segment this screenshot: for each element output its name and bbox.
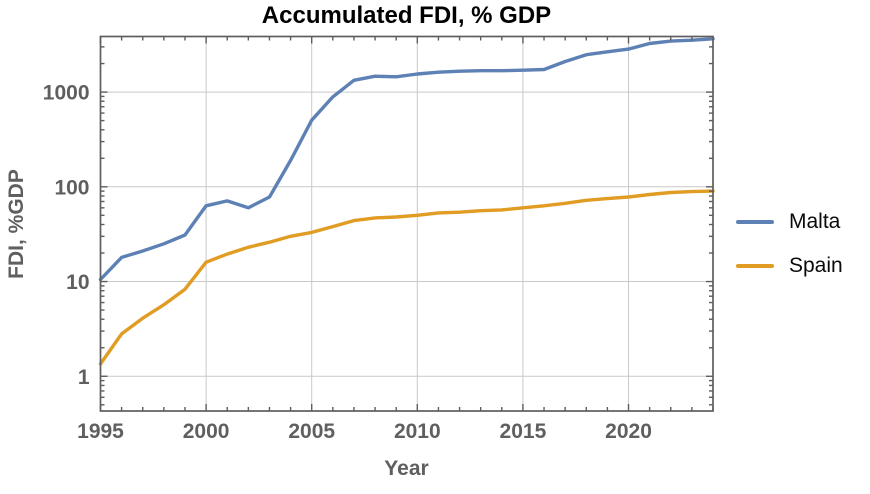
x-tick-label: 2005	[288, 420, 335, 443]
x-axis-label: Year	[384, 457, 429, 480]
legend-item-spain: Spain	[736, 253, 843, 278]
y-tick-label: 1	[78, 366, 90, 389]
y-tick-label: 100	[54, 176, 89, 199]
plot-frame	[99, 35, 714, 412]
x-tick-label: 2020	[605, 420, 652, 443]
series-line-malta	[98, 37, 715, 282]
series-line-spain	[98, 189, 715, 366]
spain-line-swatch	[736, 263, 774, 268]
y-tick-label: 10	[66, 271, 89, 294]
x-tick-label: 1995	[77, 420, 124, 443]
chart-title: Accumulated FDI, % GDP	[261, 2, 552, 29]
legend: Malta Spain	[736, 209, 843, 278]
malta-line-swatch	[736, 219, 774, 224]
legend-item-malta: Malta	[736, 209, 843, 234]
x-tick-label: 2015	[500, 420, 547, 443]
x-tick-label: 2000	[183, 420, 230, 443]
legend-label-malta: Malta	[789, 209, 841, 233]
y-axis-label: FDI, %GDP	[5, 169, 28, 279]
legend-label-spain: Spain	[789, 253, 843, 277]
x-tick-label: 2010	[394, 420, 441, 443]
y-tick-label: 1000	[43, 82, 90, 105]
